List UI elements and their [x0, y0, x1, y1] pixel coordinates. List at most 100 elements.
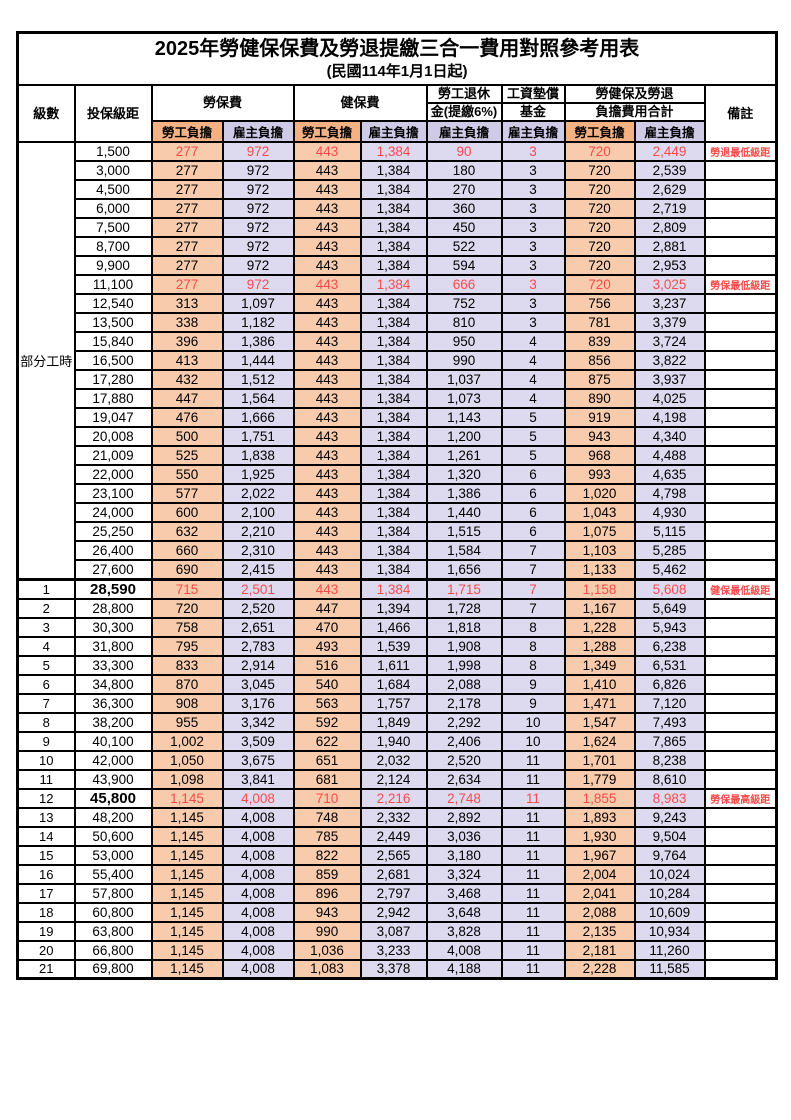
labor-employee-cell: 1,002 [150, 730, 224, 752]
salary-bracket-cell: 4,500 [73, 179, 153, 200]
health-employee-cell: 516 [292, 654, 362, 676]
labor-employer-cell: 972 [221, 160, 295, 181]
health-employee-cell: 896 [292, 882, 362, 904]
total-employer-cell: 6,531 [633, 654, 706, 676]
labor-employer-cell: 4,008 [221, 844, 295, 866]
note-cell [703, 882, 778, 904]
wage-fund-cell: 5 [500, 445, 566, 466]
labor-employee-cell: 1,145 [150, 863, 224, 885]
note-cell [703, 692, 778, 714]
level-cell: 14 [16, 825, 76, 847]
health-employer-cell: 2,797 [359, 882, 428, 904]
pension-employer-cell: 2,634 [425, 768, 503, 790]
health-employer-cell: 1,384 [359, 407, 428, 428]
wage-fund-cell: 4 [500, 331, 566, 352]
note-cell [703, 369, 778, 390]
subheader-pension-employer: 雇主負擔 [425, 120, 503, 143]
labor-employee-cell: 413 [150, 350, 224, 371]
labor-employee-cell: 277 [150, 255, 224, 276]
total-employer-cell: 5,462 [633, 559, 706, 580]
labor-employer-cell: 972 [221, 255, 295, 276]
health-employee-cell: 443 [292, 350, 362, 371]
total-employer-cell: 3,379 [633, 312, 706, 333]
labor-employer-cell: 2,501 [221, 577, 295, 600]
labor-employee-cell: 600 [150, 502, 224, 523]
table-row: 6,000 277 972 443 1,384 360 3 720 2,719 [18, 198, 778, 219]
labor-employee-cell: 277 [150, 217, 224, 238]
health-employee-cell: 1,083 [292, 958, 362, 980]
total-employer-cell: 9,243 [633, 806, 706, 828]
health-employer-cell: 1,384 [359, 141, 428, 162]
total-employer-cell: 9,504 [633, 825, 706, 847]
health-employee-cell: 443 [292, 388, 362, 409]
total-employer-cell: 10,024 [633, 863, 706, 885]
wage-fund-cell: 4 [500, 369, 566, 390]
labor-employer-cell: 1,838 [221, 445, 295, 466]
health-employee-cell: 443 [292, 464, 362, 485]
note-cell [703, 597, 778, 619]
salary-bracket-cell: 48,200 [73, 806, 153, 828]
table-row: 8,700 277 972 443 1,384 522 3 720 2,881 [18, 236, 778, 257]
salary-bracket-cell: 8,700 [73, 236, 153, 257]
health-employee-cell: 443 [292, 274, 362, 295]
part-time-merged-cell: 部分工時 [16, 141, 76, 580]
wage-fund-cell: 11 [500, 787, 566, 809]
labor-employer-cell: 3,509 [221, 730, 295, 752]
salary-bracket-cell: 40,100 [73, 730, 153, 752]
total-employer-cell: 3,937 [633, 369, 706, 390]
table-row: 19 63,800 1,145 4,008 990 3,087 3,828 11 2,135 10… [16, 920, 778, 942]
salary-bracket-cell: 30,300 [73, 616, 153, 638]
labor-employer-cell: 2,415 [221, 559, 295, 580]
pension-employer-cell: 1,715 [425, 577, 503, 600]
total-employer-cell: 6,238 [633, 635, 706, 657]
health-employee-cell: 710 [292, 787, 362, 809]
wage-fund-cell: 4 [500, 388, 566, 409]
salary-bracket-cell: 55,400 [73, 863, 153, 885]
total-employee-cell: 1,158 [563, 577, 636, 600]
pension-employer-cell: 1,200 [425, 426, 503, 447]
wage-fund-cell: 3 [500, 312, 566, 333]
total-employee-cell: 943 [563, 426, 636, 447]
health-employer-cell: 1,384 [359, 502, 428, 523]
table-row: 26,400 660 2,310 443 1,384 1,584 7 1,103 5,285 [18, 540, 778, 561]
pension-employer-cell: 2,088 [425, 673, 503, 695]
table-row: 23,100 577 2,022 443 1,384 1,386 6 1,020 4,798 [18, 483, 778, 504]
labor-employer-cell: 972 [221, 141, 295, 162]
level-cell: 3 [16, 616, 76, 638]
note-cell [703, 198, 778, 219]
total-employer-cell: 5,115 [633, 521, 706, 542]
total-employer-cell: 6,826 [633, 673, 706, 695]
level-cell: 1 [16, 577, 76, 600]
table-row: 13 48,200 1,145 4,008 748 2,332 2,892 11 1,893 9,… [16, 806, 778, 828]
health-employer-cell: 1,384 [359, 293, 428, 314]
labor-employee-cell: 870 [150, 673, 224, 695]
table-row: 6 34,800 870 3,045 540 1,684 2,088 9 1,410 6,826 [16, 673, 778, 695]
total-employer-cell: 9,764 [633, 844, 706, 866]
wage-fund-cell: 10 [500, 711, 566, 733]
labor-employee-cell: 660 [150, 540, 224, 561]
note-cell [703, 844, 778, 866]
labor-employee-cell: 955 [150, 711, 224, 733]
labor-employer-cell: 3,176 [221, 692, 295, 714]
labor-employer-cell: 2,651 [221, 616, 295, 638]
level-cell: 21 [16, 958, 76, 980]
table-row: 5 33,300 833 2,914 516 1,611 1,998 8 1,349 6,531 [16, 654, 778, 676]
level-cell: 20 [16, 939, 76, 961]
health-employer-cell: 1,611 [359, 654, 428, 676]
salary-bracket-cell: 16,500 [73, 350, 153, 371]
health-employee-cell: 443 [292, 540, 362, 561]
labor-employer-cell: 4,008 [221, 825, 295, 847]
note-cell [703, 445, 778, 466]
note-cell [703, 483, 778, 504]
labor-employee-cell: 758 [150, 616, 224, 638]
total-employer-cell: 3,025 [633, 274, 706, 295]
health-employer-cell: 1,757 [359, 692, 428, 714]
total-employee-cell: 1,547 [563, 711, 636, 733]
health-employee-cell: 563 [292, 692, 362, 714]
health-employer-cell: 1,539 [359, 635, 428, 657]
labor-employer-cell: 1,564 [221, 388, 295, 409]
header-note: 備註 [703, 84, 778, 143]
labor-employer-cell: 4,008 [221, 939, 295, 961]
pension-employer-cell: 90 [425, 141, 503, 162]
total-employee-cell: 720 [563, 141, 636, 162]
